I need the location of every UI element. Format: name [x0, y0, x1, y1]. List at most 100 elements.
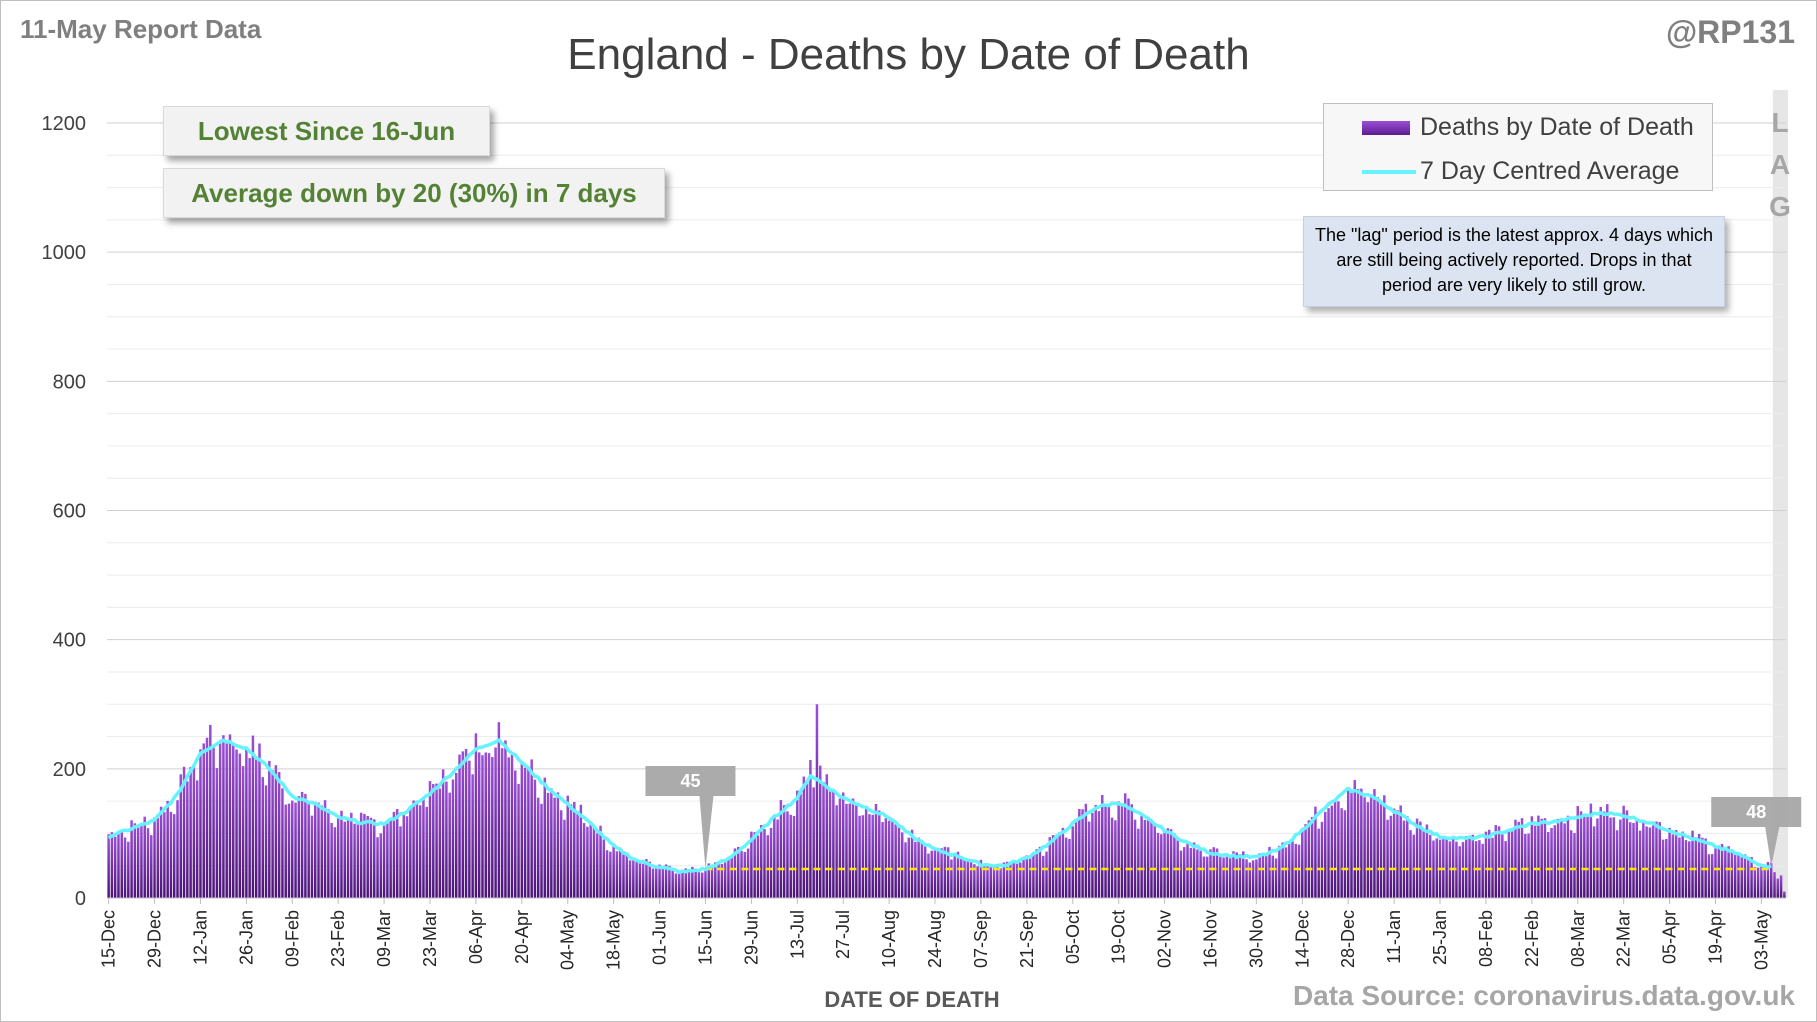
bar — [1510, 828, 1514, 898]
bar — [350, 812, 353, 898]
bar — [628, 860, 632, 898]
bar — [1737, 854, 1740, 898]
x-tick-label: 08-Feb — [1476, 910, 1496, 967]
bar — [343, 821, 346, 898]
bar — [969, 862, 973, 898]
bar — [694, 868, 697, 898]
bar — [205, 737, 209, 898]
bar — [805, 780, 809, 898]
bar — [1589, 803, 1593, 898]
bar — [484, 752, 488, 898]
bar — [1297, 844, 1301, 898]
legend-label-bars: Deaths by Date of Death — [1420, 113, 1694, 141]
bar — [1520, 818, 1524, 898]
lag-explanation-note: The "lag" period is the latest approx. 4… — [1303, 216, 1725, 307]
bar — [1104, 804, 1107, 898]
bar — [1386, 819, 1389, 898]
bar — [1287, 841, 1291, 898]
bar — [1346, 787, 1350, 898]
bar — [297, 796, 301, 898]
bar — [192, 767, 196, 898]
bar — [1012, 860, 1015, 898]
bar — [838, 798, 842, 898]
bar — [451, 779, 455, 898]
bar — [1691, 830, 1694, 898]
bar — [517, 783, 520, 898]
bar — [776, 819, 779, 898]
bar — [1150, 821, 1153, 898]
bar — [140, 825, 143, 898]
bar — [113, 836, 117, 898]
bar — [1412, 834, 1416, 898]
marker-label: 45 — [680, 771, 700, 791]
bar — [940, 848, 943, 898]
bar — [1032, 853, 1035, 898]
bar — [841, 792, 845, 898]
bar — [618, 847, 622, 898]
bar — [1363, 797, 1366, 898]
bar — [1383, 795, 1386, 898]
bar — [392, 811, 396, 898]
bar — [668, 865, 671, 898]
bar — [107, 834, 110, 898]
bar — [674, 873, 678, 898]
bar — [720, 863, 724, 898]
bar — [599, 825, 602, 898]
bar — [1432, 840, 1435, 898]
bar — [1156, 832, 1160, 898]
lag-letter: L — [1771, 107, 1789, 138]
legend-label-line: 7 Day Centred Average — [1420, 157, 1680, 185]
bar — [963, 860, 966, 898]
bar — [609, 851, 612, 898]
bar — [1304, 824, 1307, 898]
bar — [1619, 819, 1622, 898]
bar — [510, 753, 514, 898]
bar — [1350, 790, 1353, 898]
bar — [1442, 835, 1445, 898]
bar — [1504, 841, 1507, 898]
bar — [996, 866, 999, 898]
bar — [638, 860, 642, 898]
bar — [195, 780, 199, 898]
bar — [1340, 808, 1343, 898]
bar — [1274, 858, 1278, 898]
bar — [1756, 867, 1760, 898]
bar — [900, 832, 904, 898]
bar — [363, 813, 366, 898]
bar — [1415, 818, 1419, 898]
bar — [773, 817, 776, 898]
bar — [655, 866, 658, 898]
bar — [1143, 819, 1147, 898]
bar — [1369, 794, 1373, 898]
bar — [1140, 812, 1143, 898]
bar — [691, 866, 694, 898]
bar — [1317, 828, 1320, 898]
bar — [310, 815, 314, 898]
bar — [336, 818, 340, 898]
bar — [1553, 825, 1557, 898]
bar — [166, 800, 169, 898]
bar — [1540, 818, 1543, 898]
bar — [897, 824, 901, 898]
bar — [1337, 801, 1340, 898]
bar — [700, 872, 704, 898]
bar — [635, 858, 638, 898]
bar — [992, 866, 996, 898]
bar — [727, 857, 730, 898]
bar — [1727, 846, 1730, 898]
bar — [159, 806, 163, 898]
y-tick-label: 800 — [53, 371, 86, 393]
bar — [1747, 859, 1750, 898]
bar — [1681, 831, 1684, 898]
bar — [1661, 839, 1665, 898]
bar — [553, 797, 556, 898]
bar — [907, 837, 911, 898]
bar — [1776, 878, 1780, 898]
bar — [481, 755, 484, 898]
bar — [130, 820, 133, 898]
bar — [1563, 823, 1566, 898]
bar — [1035, 849, 1038, 898]
bar — [218, 743, 222, 898]
x-tick-label: 29-Jun — [741, 910, 761, 965]
bar — [254, 759, 258, 898]
